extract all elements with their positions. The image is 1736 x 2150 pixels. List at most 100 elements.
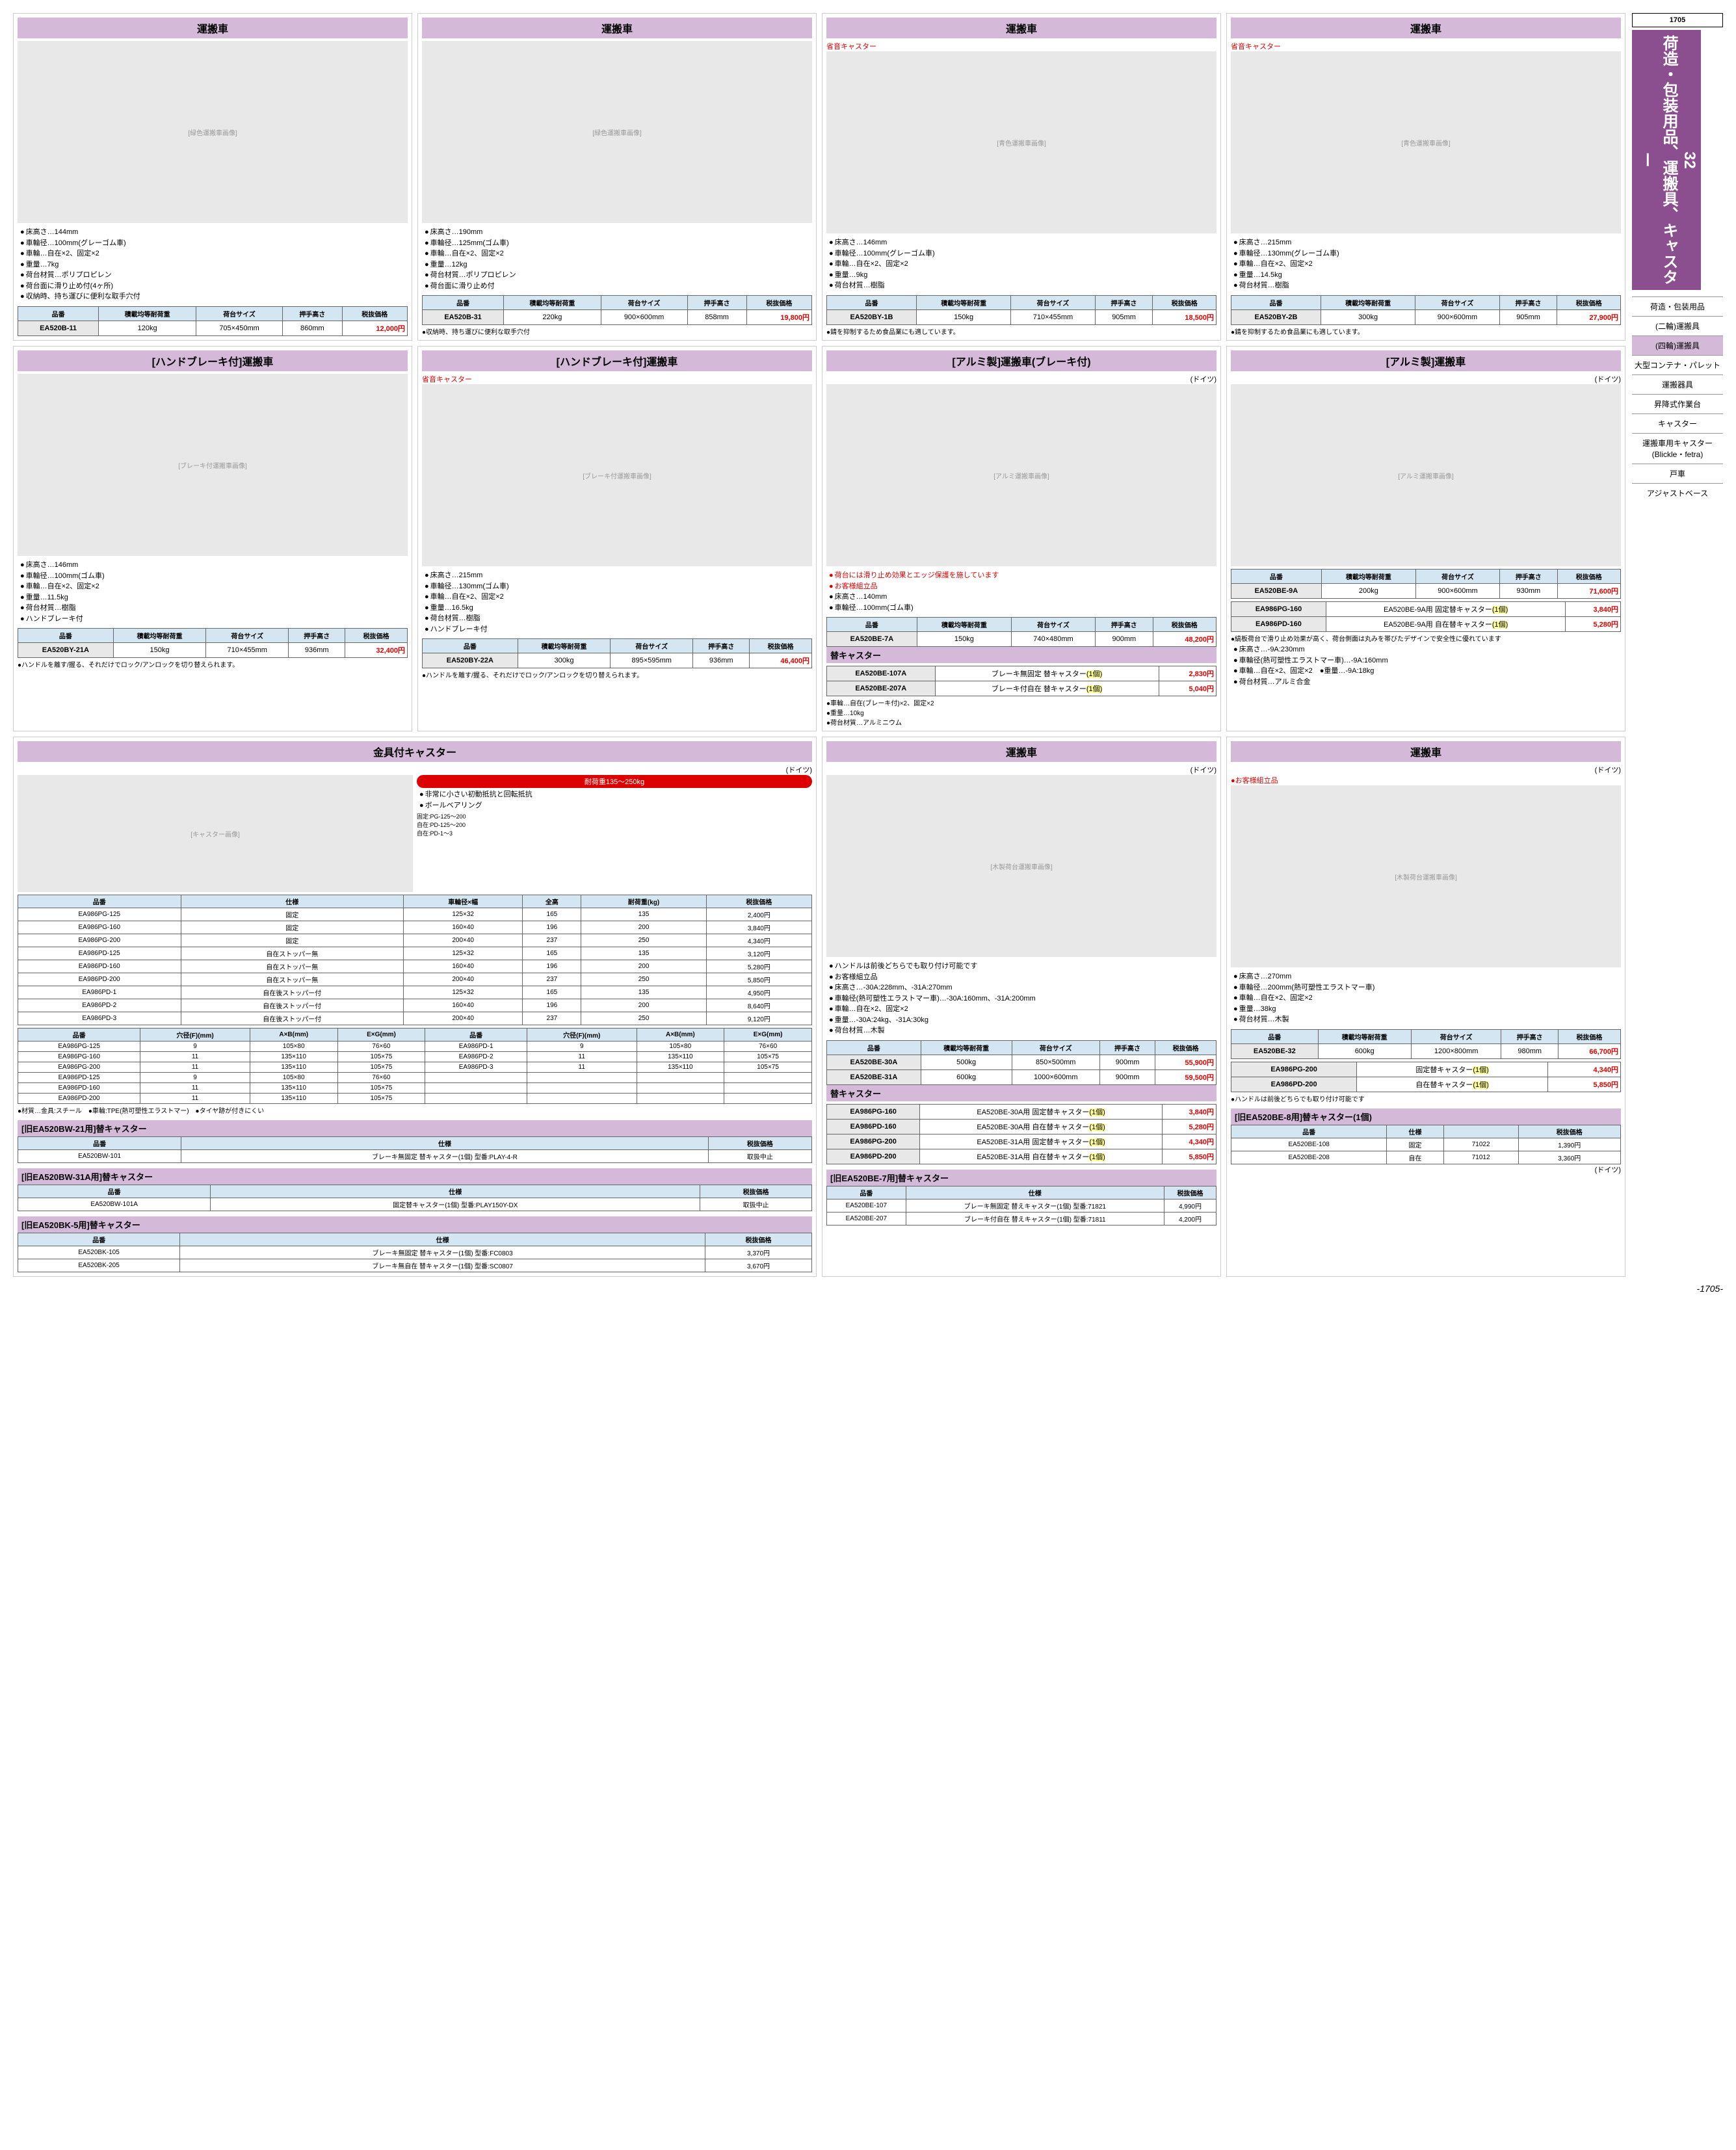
red-note: 省音キャスター — [826, 41, 1217, 51]
old-caster-2-table: 品番仕様税抜価格EA520BW-101A固定替キャスター(1個) 型番:PLAY… — [18, 1185, 812, 1211]
old-caster-3-title: [旧EA520BK-5用]替キャスター — [18, 1216, 812, 1233]
title: [アルミ製]運搬車 — [1231, 350, 1621, 371]
product-ea520be-30a: 運搬車 (ドイツ) [木製荷台運搬車画像] ハンドルは前後どちらでも取り付け可能… — [822, 737, 1221, 1277]
sub-table: EA520BE-107Aブレーキ無固定 替キャスター(1個)2,830円EA52… — [826, 666, 1217, 696]
material-notes: ●材質…金具:スチール ●車輪:TPE(熱可塑性エラストマー) ●タイヤ跡が付き… — [18, 1105, 812, 1115]
sidebar-item: 運搬車用キャスター(Blickle・fetra) — [1632, 433, 1723, 464]
sidebar-item: (四輪)運搬具 — [1632, 335, 1723, 355]
section-title: 荷造・包装用品、運搬具、キャスター — [1637, 35, 1677, 285]
product-image: [青色運搬車画像] — [826, 51, 1217, 233]
price-table: 品番積載均等耐荷重荷台サイズ押手高さ税抜価格EA520BE-9A200kg900… — [1231, 569, 1621, 599]
sidebar: 1705 32 荷造・包装用品、運搬具、キャスター 荷造・包装用品(二輪)運搬具… — [1632, 13, 1723, 1277]
red-note: 省音キャスター — [422, 374, 812, 384]
sidebar-item: キャスター — [1632, 413, 1723, 433]
origin: (ドイツ) — [1231, 374, 1621, 384]
note: ●ハンドルを離す/握る、それだけでロック/アンロックを切り替えられます。 — [18, 659, 408, 669]
caster-block: 金具付キャスター (ドイツ) [キャスター画像] 耐荷重135〜250kg 非常… — [13, 737, 817, 1277]
extra-specs: 床高さ…-9A:230mm車輪径(熱可塑性エラストマー車)…-9A:160mm車… — [1231, 643, 1621, 688]
note: ●錆を抑制するため食品業にも適しています。 — [1231, 326, 1621, 336]
title: [ハンドブレーキ付]運搬車 — [422, 350, 812, 371]
product-image: [木製荷台運搬車画像] — [1231, 785, 1621, 967]
sidebar-item: 戸車 — [1632, 464, 1723, 483]
spec-list: 床高さ…215mm車輪径…130mm(ゴム車)車輪…自在×2、固定×2重量…16… — [422, 569, 812, 636]
caster-dim-table: 品番穴径(F)(mm)A×B(mm)E×G(mm)品番穴径(F)(mm)A×B(… — [18, 1028, 812, 1104]
product-ea520by-2b: 運搬車 省音キャスター [青色運搬車画像] 床高さ…215mm車輪径…130mm… — [1226, 13, 1625, 341]
origin-oc5: (ドイツ) — [1231, 1164, 1621, 1175]
price-table: 品番積載均等耐荷重荷台サイズ押手高さ税抜価格EA520B-31220kg900×… — [422, 295, 812, 325]
note: ●ハンドルは前後どちらでも取り付け可能です — [1231, 1094, 1621, 1103]
origin: (ドイツ) — [826, 765, 1217, 775]
product-ea520b-31: 運搬車 [緑色運搬車画像] 床高さ…190mm車輪径…125mm(ゴム車)車輪…… — [417, 13, 817, 341]
old-caster-1-table: 品番仕様税抜価格EA520BW-101ブレーキ無固定 替キャスター(1個) 型番… — [18, 1136, 812, 1163]
sub-title: 替キャスター — [826, 647, 1217, 663]
sub-title: 替キャスター — [826, 1085, 1217, 1101]
sidebar-item: 運搬器具 — [1632, 374, 1723, 394]
sub-table: EA986PG-200固定替キャスター(1個)4,340円EA986PD-200… — [1231, 1062, 1621, 1092]
title: 運搬車 — [1231, 18, 1621, 38]
price-table: 品番積載均等耐荷重荷台サイズ押手高さ税抜価格EA520BY-2B300kg900… — [1231, 295, 1621, 325]
spec-list: 荷台には滑り止め効果とエッジ保護を施していますお客様組立品床高さ…140mm車輪… — [826, 569, 1217, 614]
load-badge: 耐荷重135〜250kg — [417, 775, 812, 788]
sub-table: EA986PG-160EA520BE-30A用 固定替キャスター(1個)3,84… — [826, 1104, 1217, 1164]
red-note: ●お客様組立品 — [1231, 775, 1621, 785]
sidebar-item: (二輪)運搬具 — [1632, 316, 1723, 335]
product-image: [木製荷台運搬車画像] — [826, 775, 1217, 957]
page-number-top: 1705 — [1632, 13, 1723, 27]
product-image: [ブレーキ付運搬車画像] — [422, 384, 812, 566]
product-ea520by-21a: [ハンドブレーキ付]運搬車 [ブレーキ付運搬車画像] 床高さ…146mm車輪径…… — [13, 346, 412, 731]
title: 運搬車 — [826, 741, 1217, 762]
product-image: [緑色運搬車画像] — [422, 41, 812, 223]
old-caster-1-title: [旧EA520BW-21用]替キャスター — [18, 1120, 812, 1136]
product-ea520b-11: 運搬車 [緑色運搬車画像] 床高さ…144mm車輪径…100mm(グレーゴム車)… — [13, 13, 412, 341]
title: 金具付キャスター — [18, 741, 812, 762]
section-number: 32 — [1681, 151, 1698, 169]
note: ●縞板荷台で滑り止め効果が高く、荷台側面は丸みを帯びたデザインで安全性に優れてい… — [1231, 633, 1621, 643]
note: ●収納時、持ち運びに便利な取手穴付 — [422, 326, 812, 336]
product-ea520by-22a: [ハンドブレーキ付]運搬車 省音キャスター [ブレーキ付運搬車画像] 床高さ…2… — [417, 346, 817, 731]
spec-list: 床高さ…146mm車輪径…100mm(グレーゴム車)車輪…自在×2、固定×2重量… — [826, 236, 1217, 293]
old-caster-5-table: 品番仕様税抜価格EA520BE-108固定710221,390円EA520BE-… — [1231, 1125, 1621, 1164]
page-footer: -1705- — [13, 1283, 1723, 1294]
price-table: 品番積載均等耐荷重荷台サイズ押手高さ税抜価格EA520BY-1B150kg710… — [826, 295, 1217, 325]
spec-list: 床高さ…190mm車輪径…125mm(ゴム車)車輪…自在×2、固定×2重量…12… — [422, 226, 812, 293]
origin: (ドイツ) — [1231, 765, 1621, 775]
extra-notes: ●車輪…自在(ブレーキ付)×2、固定×2●重量…10kg●荷台材質…アルミニウム — [826, 698, 1217, 727]
old-caster-2-title: [旧EA520BW-31A用]替キャスター — [18, 1168, 812, 1185]
price-table: 品番積載均等耐荷重荷台サイズ押手高さ税抜価格EA520B-11120kg705×… — [18, 306, 408, 336]
product-image: [アルミ運搬車画像] — [1231, 384, 1621, 566]
product-image: [アルミ運搬車画像] — [826, 384, 1217, 566]
section-tab: 32 荷造・包装用品、運搬具、キャスター — [1632, 30, 1701, 290]
caster-main-table: 品番仕様車輪径×幅全高耐荷重(kg)税抜価格EA986PG-125固定125×3… — [18, 895, 812, 1025]
spec-list: 床高さ…215mm車輪径…130mm(グレーゴム車)車輪…自在×2、固定×2重量… — [1231, 236, 1621, 293]
note: ●錆を抑制するため食品業にも適しています。 — [826, 326, 1217, 336]
title: [アルミ製]運搬車(ブレーキ付) — [826, 350, 1217, 371]
old-caster-4-title: [旧EA520BE-7用]替キャスター — [826, 1170, 1217, 1186]
sidebar-item: アジャストベース — [1632, 483, 1723, 503]
origin: (ドイツ) — [18, 765, 812, 775]
title: 運搬車 — [826, 18, 1217, 38]
product-image: [緑色運搬車画像] — [18, 41, 408, 223]
price-table: 品番積載均等耐荷重荷台サイズ押手高さ税抜価格EA520BE-7A150kg740… — [826, 617, 1217, 647]
old-caster-5-title: [旧EA520BE-8用]替キャスター(1個) — [1231, 1108, 1621, 1125]
price-table: 品番積載均等耐荷重荷台サイズ押手高さ税抜価格EA520BE-30A500kg85… — [826, 1040, 1217, 1085]
old-caster-3-table: 品番仕様税抜価格EA520BK-105ブレーキ無固定 替キャスター(1個) 型番… — [18, 1233, 812, 1272]
old-caster-4-table: 品番仕様税抜価格EA520BE-107ブレーキ無固定 替えキャスター(1個) 型… — [826, 1186, 1217, 1226]
product-ea520by-1b: 運搬車 省音キャスター [青色運搬車画像] 床高さ…146mm車輪径…100mm… — [822, 13, 1221, 341]
title: 運搬車 — [18, 18, 408, 38]
sidebar-list: 荷造・包装用品(二輪)運搬具(四輪)運搬具大型コンテナ・パレット運搬器具昇降式作… — [1632, 296, 1723, 503]
red-note: 省音キャスター — [1231, 41, 1621, 51]
sidebar-item: 大型コンテナ・パレット — [1632, 355, 1723, 374]
spec-list: 床高さ…146mm車輪径…100mm(ゴム車)車輪…自在×2、固定×2重量…11… — [18, 558, 408, 625]
fixed-label: 固定:PG-125〜200 — [417, 812, 812, 820]
sub-table: EA986PG-160EA520BE-9A用 固定替キャスター(1個)3,840… — [1231, 601, 1621, 632]
caster-specs: 非常に小さい初動抵抗と回転抵抗ボールベアリング — [417, 788, 812, 812]
title: 運搬車 — [422, 18, 812, 38]
sidebar-item: 昇降式作業台 — [1632, 394, 1723, 413]
note: ●ハンドルを離す/握る、それだけでロック/アンロックを切り替えられます。 — [422, 670, 812, 679]
spec-list: 床高さ…144mm車輪径…100mm(グレーゴム車)車輪…自在×2、固定×2重量… — [18, 226, 408, 304]
sidebar-item: 荷造・包装用品 — [1632, 296, 1723, 316]
caster-image: [キャスター画像] — [18, 775, 413, 892]
product-ea520be-9a: [アルミ製]運搬車 (ドイツ) [アルミ運搬車画像] 品番積載均等耐荷重荷台サイ… — [1226, 346, 1625, 731]
title: 運搬車 — [1231, 741, 1621, 762]
product-ea520be-32: 運搬車 (ドイツ) ●お客様組立品 [木製荷台運搬車画像] 床高さ…270mm車… — [1226, 737, 1625, 1277]
